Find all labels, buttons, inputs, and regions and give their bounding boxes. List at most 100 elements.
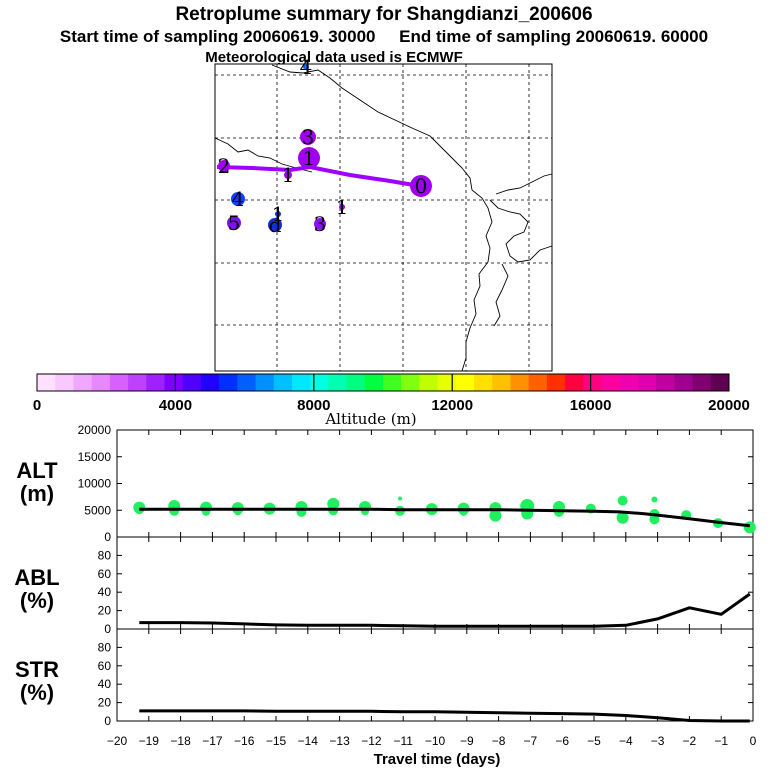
plume-cluster-marker <box>227 216 241 230</box>
colorbar-cell <box>601 374 621 391</box>
panel-label-name: ALT <box>16 458 58 483</box>
x-axis-label: Travel time (days) <box>374 751 501 768</box>
x-tick-label: −14 <box>298 734 319 748</box>
altitude-point <box>489 509 502 522</box>
colorbar-tick-label: 20000 <box>708 397 750 414</box>
x-tick-label: −16 <box>234 734 255 748</box>
plume-cluster-marker <box>275 211 281 217</box>
title-line3: Meteorological data used is ECMWF <box>205 49 463 66</box>
x-tick-label: −9 <box>460 734 474 748</box>
series-line-alt <box>139 507 750 528</box>
colorbar-cell <box>55 374 74 391</box>
y-tick-label: 15000 <box>78 450 112 464</box>
y-tick-label: 60 <box>98 567 112 581</box>
colorbar-cell <box>474 374 493 391</box>
coast-line <box>493 263 509 327</box>
colorbar-cell <box>637 374 657 391</box>
plume-cluster-marker <box>284 171 292 179</box>
colorbar-cell <box>37 374 56 391</box>
colorbar-cell <box>273 374 293 391</box>
border-line <box>495 173 553 195</box>
panel-label-unit: (%) <box>20 680 54 705</box>
border-line <box>214 137 313 173</box>
x-tick-label: −4 <box>619 734 633 748</box>
y-tick-label: 60 <box>98 659 112 673</box>
colorbar-ticks: 0 4000 8000 12000 16000 20000 <box>33 374 750 414</box>
plume-cluster-label: 1 <box>303 146 316 170</box>
y-tick-label: 0 <box>104 714 111 728</box>
altitude-point <box>398 496 403 501</box>
plume-cluster-marker <box>314 218 326 230</box>
altitude-point <box>169 505 180 516</box>
colorbar-cell <box>492 374 511 391</box>
panel-label-unit: (%) <box>20 588 54 613</box>
plume-cluster-label: 3 <box>302 125 315 149</box>
colorbar-cell <box>710 374 730 391</box>
y-tick-label: 0 <box>104 622 111 636</box>
y-tick-label: 20000 <box>78 423 112 437</box>
x-tick-label: −18 <box>170 734 191 748</box>
plume-cluster-marker <box>231 192 245 206</box>
plume-cluster-marker <box>410 175 432 197</box>
colorbar-cells <box>37 374 730 391</box>
x-tick-label: −11 <box>393 734 413 748</box>
x-tick-label: −12 <box>361 734 382 748</box>
y-tick-label: 80 <box>98 640 112 654</box>
x-tick-label: −17 <box>202 734 223 748</box>
plume-cluster-marker <box>268 218 282 232</box>
colorbar: 0 4000 8000 12000 16000 20000 Altitude (m) <box>33 373 750 428</box>
colorbar-cell <box>437 374 457 391</box>
plume-cluster-label: 2 <box>218 154 231 178</box>
plume-cluster-label: 4 <box>300 55 313 79</box>
map-gridlines <box>215 64 552 371</box>
y-tick-label: 40 <box>98 677 112 691</box>
colorbar-cell <box>328 374 348 391</box>
series-line-str <box>139 709 750 723</box>
y-tick-label: 0 <box>104 530 111 544</box>
colorbar-cell <box>674 374 694 391</box>
colorbar-cell <box>455 374 475 391</box>
y-tick-label: 5000 <box>84 503 111 517</box>
colorbar-cell <box>146 374 165 391</box>
plume-cluster-marker <box>298 147 320 169</box>
colorbar-cell <box>237 374 257 391</box>
x-tick-label: −20 <box>107 734 128 748</box>
plume-cluster-label: 1 <box>272 202 285 226</box>
plume-cluster-marker <box>300 129 316 145</box>
colorbar-cell <box>91 374 111 391</box>
colorbar-cell <box>109 374 129 391</box>
plume-cluster-label: 0 <box>415 174 428 198</box>
colorbar-cell <box>200 374 220 391</box>
colorbar-cell <box>346 374 366 391</box>
colorbar-cell <box>128 374 147 391</box>
x-tick-label: −5 <box>587 734 601 748</box>
x-tick-label: −13 <box>329 734 350 748</box>
x-tick-label: −15 <box>266 734 287 748</box>
colorbar-cell <box>510 374 530 391</box>
colorbar-cell <box>546 374 566 391</box>
altitude-point <box>651 496 658 503</box>
colorbar-label: Altitude (m) <box>324 410 416 428</box>
colorbar-cell <box>401 374 420 391</box>
colorbar-cell <box>692 374 712 391</box>
x-tick-label: −7 <box>524 734 538 748</box>
panel-label-name: STR <box>15 657 59 682</box>
x-tick-label: −19 <box>139 734 160 748</box>
x-tick-label: −6 <box>555 734 569 748</box>
altitude-point <box>649 514 660 525</box>
colorbar-cell <box>364 374 384 391</box>
plume-cluster-label: 1 <box>336 195 349 219</box>
plume-cluster-label: d <box>269 213 282 237</box>
plume-cluster-marker <box>339 204 345 210</box>
colorbar-tick-label: 16000 <box>570 397 612 414</box>
colorbar-cell <box>656 374 675 391</box>
plume-cluster-marker <box>303 64 309 70</box>
colorbar-tick-label: 4000 <box>159 397 192 414</box>
y-tick-label: 20 <box>98 696 112 710</box>
border-line <box>271 64 493 372</box>
plume-cluster-label: 1 <box>282 163 295 187</box>
map-frame <box>214 63 553 372</box>
